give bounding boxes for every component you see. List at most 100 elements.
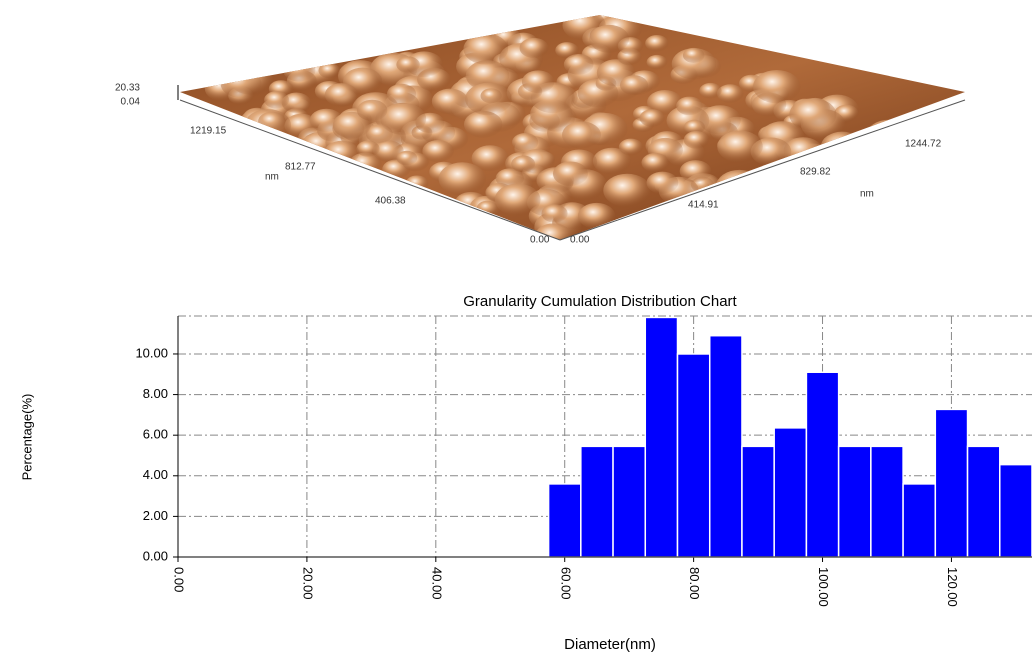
axis-label: 1244.72 bbox=[905, 139, 942, 150]
x-tick-label: 80.00 bbox=[687, 567, 702, 600]
afm-grain bbox=[717, 131, 763, 163]
afm-grain bbox=[867, 127, 899, 149]
bar bbox=[581, 446, 613, 557]
y-tick-label: 0.00 bbox=[143, 548, 168, 563]
afm-grain bbox=[553, 162, 588, 187]
x-axis-label: Diameter(nm) bbox=[564, 636, 656, 653]
afm-grain bbox=[680, 160, 712, 182]
bar bbox=[549, 484, 581, 557]
afm-grain bbox=[684, 131, 709, 149]
x-tick-label: 40.00 bbox=[429, 567, 444, 600]
afm-grain bbox=[356, 141, 379, 157]
x-tick-label: 20.00 bbox=[300, 567, 315, 600]
axis-label: 0.00 bbox=[530, 235, 550, 246]
afm-grain bbox=[620, 75, 648, 95]
axis-label: 1219.15 bbox=[190, 126, 227, 137]
afm-grain bbox=[396, 151, 417, 166]
y-tick-label: 2.00 bbox=[143, 508, 168, 523]
afm-grain bbox=[880, 158, 911, 180]
bar bbox=[871, 446, 903, 557]
y-tick-label: 10.00 bbox=[135, 345, 168, 360]
afm-grain bbox=[699, 83, 721, 99]
afm-grain bbox=[422, 140, 453, 162]
afm-grain bbox=[221, 69, 262, 98]
afm-grain bbox=[541, 204, 567, 222]
x-tick-label: 0.00 bbox=[172, 567, 187, 592]
afm-grain bbox=[589, 25, 629, 53]
bar bbox=[903, 484, 935, 557]
y-tick-label: 8.00 bbox=[143, 386, 168, 401]
afm-grain bbox=[789, 98, 836, 131]
afm-grain bbox=[775, 161, 801, 180]
afm-grain bbox=[387, 84, 416, 105]
afm-grain bbox=[838, 176, 858, 190]
bar bbox=[806, 372, 838, 557]
afm-grain bbox=[753, 70, 800, 103]
afm-grain bbox=[495, 184, 541, 216]
x-tick-label: 120.00 bbox=[945, 567, 960, 607]
afm-grain bbox=[683, 48, 705, 63]
axis-unit: nm bbox=[860, 189, 874, 200]
afm-grain bbox=[318, 63, 340, 78]
afm-grain bbox=[439, 162, 486, 195]
afm-grain bbox=[676, 97, 703, 116]
x-tick-label: 60.00 bbox=[558, 567, 573, 600]
afm-grain bbox=[578, 203, 615, 229]
afm-grain bbox=[756, 176, 777, 190]
afm-grain bbox=[603, 174, 651, 207]
afm-grain bbox=[520, 38, 549, 58]
page: 20.33 0.04 1219.15 812.77 nm 406.38 0.00… bbox=[0, 0, 1032, 659]
bar bbox=[935, 409, 967, 557]
afm-grain bbox=[258, 112, 286, 131]
bar bbox=[968, 446, 1000, 557]
histogram-chart: Granularity Cumulation Distribution Char… bbox=[19, 293, 1032, 653]
afm-grain bbox=[837, 144, 861, 161]
bar bbox=[774, 428, 806, 557]
bar bbox=[678, 354, 710, 557]
z-label: 20.33 bbox=[115, 83, 140, 94]
afm-grain bbox=[640, 109, 665, 127]
chart-title: Granularity Cumulation Distribution Char… bbox=[463, 293, 737, 310]
afm-grain bbox=[406, 175, 429, 191]
afm-grain bbox=[357, 100, 387, 121]
axis-label: 414.91 bbox=[688, 200, 719, 211]
afm-grain bbox=[512, 133, 538, 151]
afm-grain bbox=[641, 153, 669, 172]
axis-label: 812.77 bbox=[285, 162, 316, 173]
axis-unit: nm bbox=[265, 172, 279, 183]
bar bbox=[710, 336, 742, 557]
afm-grain bbox=[897, 153, 928, 174]
axis-label: 406.38 bbox=[375, 196, 406, 207]
x-tick-label: 100.00 bbox=[816, 567, 831, 607]
bar bbox=[645, 317, 677, 557]
afm-grain bbox=[645, 35, 668, 51]
afm-grain bbox=[555, 42, 578, 58]
afm-grain bbox=[324, 141, 359, 166]
bar bbox=[1000, 465, 1032, 557]
afm-grain bbox=[463, 33, 508, 64]
afm-grain bbox=[647, 172, 679, 194]
afm-grain bbox=[562, 121, 601, 148]
afm-grain bbox=[396, 56, 419, 72]
afm-grain bbox=[522, 70, 554, 93]
afm-grain bbox=[325, 83, 358, 106]
afm-grain bbox=[715, 181, 756, 209]
y-axis-label: Percentage(%) bbox=[19, 394, 34, 481]
afm-grain bbox=[283, 59, 316, 82]
afm-grain bbox=[480, 88, 501, 103]
afm-grain bbox=[821, 132, 863, 162]
afm-grain bbox=[511, 156, 535, 173]
y-tick-label: 4.00 bbox=[143, 467, 168, 482]
axis-label: 829.82 bbox=[800, 167, 831, 178]
afm-grain bbox=[876, 170, 899, 186]
afm-grain bbox=[647, 55, 668, 69]
afm-grain bbox=[841, 154, 876, 179]
afm-image: 20.33 0.04 1219.15 812.77 nm 406.38 0.00… bbox=[115, 9, 965, 250]
bar bbox=[613, 446, 645, 557]
y-tick-label: 6.00 bbox=[143, 427, 168, 442]
bar bbox=[839, 446, 871, 557]
bar bbox=[742, 446, 774, 557]
afm-grain bbox=[832, 159, 865, 182]
afm-grain bbox=[432, 89, 469, 115]
afm-grain bbox=[716, 170, 763, 203]
